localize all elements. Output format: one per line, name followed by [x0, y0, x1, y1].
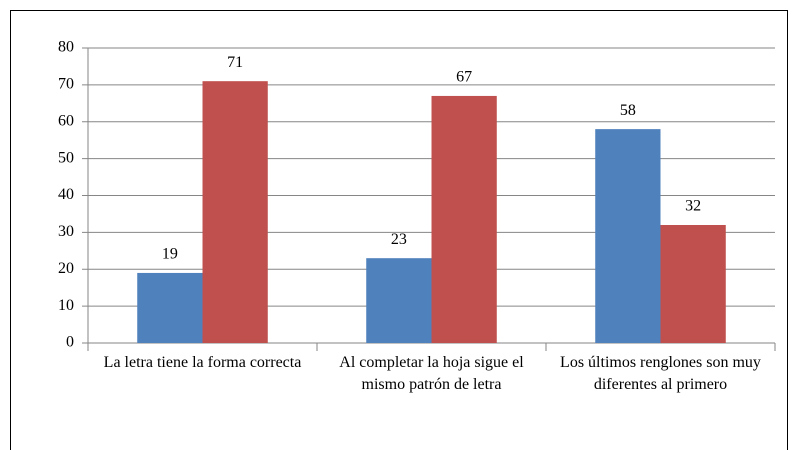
y-tick-label: 20 [58, 260, 74, 277]
chart-frame [10, 10, 788, 450]
bar [431, 95, 497, 343]
data-label: 32 [685, 198, 701, 215]
y-tick-label: 40 [58, 186, 74, 203]
y-tick-label: 60 [58, 112, 74, 129]
data-label: 23 [391, 231, 407, 248]
bar [595, 129, 661, 343]
data-label: 58 [620, 102, 636, 119]
y-tick-label: 10 [58, 297, 74, 314]
x-tick-label: La letra tiene la forma correcta [103, 354, 302, 371]
bar [366, 258, 432, 343]
y-tick-label: 0 [66, 334, 74, 351]
data-label: 19 [162, 246, 178, 263]
y-tick-label: 50 [58, 149, 74, 166]
y-tick-label: 30 [58, 223, 74, 240]
data-label: 71 [227, 54, 243, 71]
data-label: 67 [456, 69, 472, 86]
y-tick-label: 70 [58, 76, 74, 93]
bar [137, 272, 203, 343]
bar [660, 225, 726, 343]
y-tick-label: 80 [58, 39, 74, 56]
x-tick-label: Al completar la hoja sigue el mismo patr… [339, 354, 524, 393]
bar [202, 81, 268, 343]
x-tick-label: Los últimos renglones son muy diferentes… [560, 354, 761, 393]
